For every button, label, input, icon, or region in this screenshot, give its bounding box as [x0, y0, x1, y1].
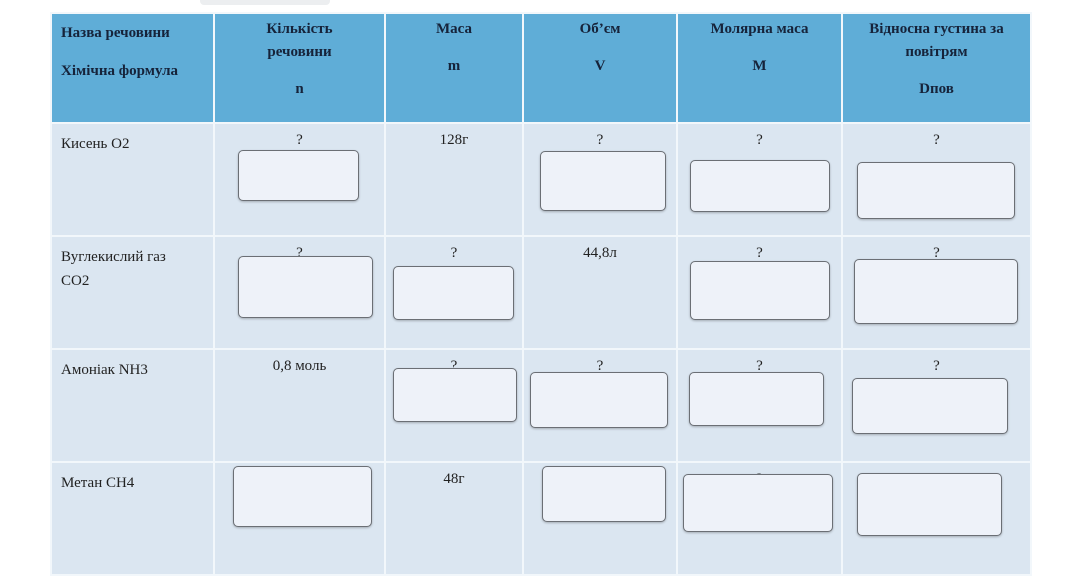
name-text: Вуглекислий газ: [61, 249, 166, 265]
formula-text: CO2: [61, 273, 90, 289]
header-text: Відносна густина за: [869, 21, 1004, 37]
answer-input[interactable]: [530, 372, 668, 428]
header-symbol: Dпов: [919, 81, 954, 97]
name-text: Кисень O2: [61, 136, 130, 152]
header-density: Відносна густина за повітрям Dпов: [841, 12, 1032, 124]
answer-input[interactable]: [238, 256, 373, 318]
header-name: Назва речовини Хімічна формула: [50, 12, 215, 124]
answer-input[interactable]: [857, 473, 1002, 536]
answer-input[interactable]: [852, 378, 1008, 434]
header-text: Молярна маса: [710, 21, 809, 37]
header-text: повітрям: [905, 44, 968, 60]
header-text: Кількість: [266, 21, 333, 37]
answer-input[interactable]: [690, 160, 830, 212]
answer-input[interactable]: [542, 466, 666, 522]
header-symbol: M: [752, 58, 767, 74]
name-text: Амоніак NH3: [61, 362, 148, 378]
cell-amount: 0,8 моль: [213, 348, 386, 463]
answer-input[interactable]: [857, 162, 1015, 219]
answer-input[interactable]: [690, 261, 830, 320]
header-symbol: V: [594, 58, 606, 74]
header-molar-mass: Молярна маса M: [676, 12, 843, 124]
header-mass: Маса m: [384, 12, 524, 124]
header-row: Назва речовини Хімічна формула Кількість р…: [50, 12, 1032, 124]
header-symbol: m: [447, 58, 461, 74]
answer-input[interactable]: [854, 259, 1018, 324]
answer-input[interactable]: [683, 474, 833, 532]
answer-input[interactable]: [393, 266, 514, 320]
answer-input[interactable]: [689, 372, 824, 426]
header-text: Назва речовини: [61, 25, 170, 41]
header-symbol: n: [295, 81, 304, 97]
answer-input[interactable]: [233, 466, 372, 527]
header-text: Маса: [436, 21, 472, 37]
header-text: Об’єм: [579, 21, 621, 37]
substance-name: Кисень O2: [50, 122, 215, 237]
name-text: Метан CH4: [61, 475, 135, 491]
top-shadow: [200, 0, 330, 5]
cell-volume: 44,8л: [522, 235, 678, 350]
answer-input[interactable]: [393, 368, 517, 422]
answer-input[interactable]: [238, 150, 359, 201]
header-text: Хімічна формула: [61, 63, 178, 79]
cell-mass: 128г: [384, 122, 524, 237]
cell-mass: 48г: [384, 461, 524, 576]
answer-input[interactable]: [540, 151, 666, 211]
header-amount: Кількість речовини n: [213, 12, 386, 124]
header-text: речовини: [267, 44, 332, 60]
substance-name: Амоніак NH3: [50, 348, 215, 463]
substance-name: Метан CH4: [50, 461, 215, 576]
header-volume: Об’єм V: [522, 12, 678, 124]
substance-name: Вуглекислий газ CO2: [50, 235, 215, 350]
